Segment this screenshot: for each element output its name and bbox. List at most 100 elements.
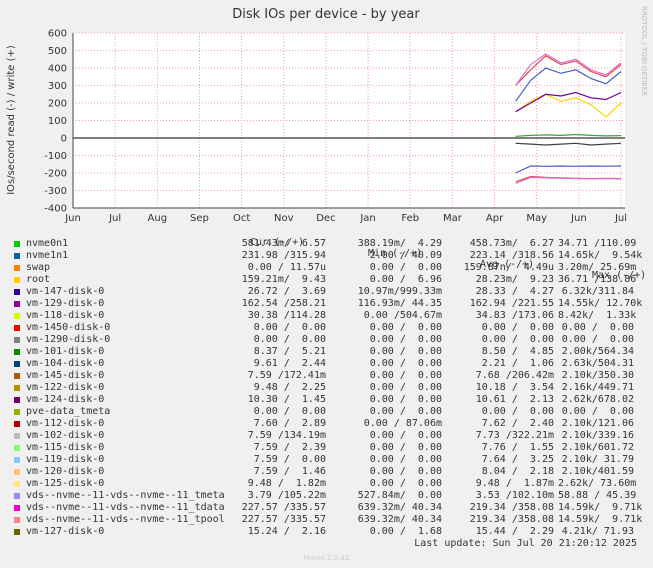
- legend-min: 0.00 / 0.00: [369, 454, 442, 465]
- series-line: [515, 165, 622, 174]
- x-tick-label: Jun: [64, 213, 81, 224]
- x-tick-label: Apr: [486, 213, 504, 224]
- legend-min: 639.32m/ 40.34: [357, 502, 442, 513]
- legend-min: 0.00 / 6.96: [369, 274, 442, 285]
- legend-row: vm-145-disk-0 7.59 /172.41m 0.00 / 0.00 7.6…: [12, 370, 642, 382]
- legend-swatch: [14, 277, 20, 283]
- munin-footer: Munin 2.0.42: [303, 554, 350, 562]
- legend-min: 0.00 /504.67m: [363, 310, 442, 321]
- legend-avg: 7.62 / 2.40: [481, 418, 554, 429]
- legend-max: 14.55k/ 12.70k: [558, 298, 643, 309]
- legend-swatch: [14, 289, 20, 295]
- legend-row: vm-104-disk-0 9.61 / 2.44 0.00 / 0.00 2.21 …: [12, 358, 642, 370]
- legend-avg: 219.34 /358.08: [469, 514, 554, 525]
- series-line: [515, 93, 622, 118]
- legend-swatch: [14, 265, 20, 271]
- y-tick-label: -200: [44, 169, 67, 180]
- legend-min: 0.00 / 0.00: [369, 406, 442, 417]
- legend-avg: 28.23m/ 9.23: [475, 274, 554, 285]
- legend-name: vm-118-disk-0: [26, 310, 105, 321]
- legend-cur: 8.37 / 5.21: [253, 346, 326, 357]
- legend-swatch: [14, 385, 20, 391]
- legend-min: 0.00 / 0.00: [369, 478, 442, 489]
- legend-cur: 3.79 /105.22m: [247, 490, 326, 501]
- series-line: [515, 55, 622, 86]
- legend-name: vm-1290-disk-0: [26, 334, 111, 345]
- x-tick-label: Jul: [108, 213, 121, 224]
- legend-max: 2.10k/350.30: [561, 370, 634, 381]
- legend-row: vm-1290-disk-0 0.00 / 0.00 0.00 / 0.00 0.00…: [12, 334, 642, 346]
- series-line: [515, 91, 622, 113]
- legend-swatch: [14, 433, 20, 439]
- legend-name: vm-120-disk-0: [26, 466, 105, 477]
- legend-swatch: [14, 349, 20, 355]
- legend-cur: 7.59 /172.41m: [247, 370, 326, 381]
- legend-name: vm-104-disk-0: [26, 358, 105, 369]
- legend-max: 6.32k/311.84: [561, 286, 634, 297]
- legend-name: nvme1n1: [26, 250, 69, 261]
- legend-max: 2.62k/678.02: [561, 394, 634, 405]
- legend-row: vm-112-disk-0 7.60 / 2.89 0.00 / 87.06m 7.6…: [12, 418, 642, 430]
- legend-min: 639.32m/ 40.34: [357, 514, 442, 525]
- legend-row: vm-120-disk-0 7.59 / 1.46 0.00 / 0.00 8.04 …: [12, 466, 642, 478]
- legend-max: 2.10k/601.72: [561, 442, 634, 453]
- legend-max: 4.21k/ 71.93: [561, 526, 634, 537]
- chart-title: Disk IOs per device - by year: [232, 7, 420, 22]
- legend-max: 2.62k/ 73.60m: [558, 478, 637, 489]
- legend-swatch: [14, 457, 20, 463]
- rrdtool-note: RRDTOOL / TOBI OETIKER: [640, 6, 648, 96]
- header-cur: Cur (-/+): [250, 237, 305, 248]
- legend-max: 2.16k/449.71: [561, 382, 634, 393]
- legend-max: 2.00k/564.34: [561, 346, 634, 357]
- legend-cur: 9.61 / 2.44: [253, 358, 326, 369]
- legend-cur: 7.59 / 2.39: [253, 442, 326, 453]
- legend-avg: 0.00 / 0.00: [481, 406, 554, 417]
- legend-cur: 231.98 /315.94: [241, 250, 326, 261]
- legend-avg: 162.94 /221.55: [469, 298, 554, 309]
- legend-row: vm-1450-disk-0 0.00 / 0.00 0.00 / 0.00 0.00…: [12, 322, 642, 334]
- legend-swatch: [14, 409, 20, 415]
- y-tick-label: 0: [61, 134, 67, 145]
- legend-cur: 30.38 /114.28: [247, 310, 326, 321]
- legend-row: vm-127-disk-0 15.24 / 2.16 0.00 / 1.68 15.4…: [12, 526, 642, 538]
- y-tick-label: 500: [48, 46, 67, 57]
- legend-name: nvme0n1: [26, 238, 69, 249]
- x-tick-label: Jun: [570, 213, 587, 224]
- legend-cur: 7.59 / 0.00: [253, 454, 326, 465]
- legend-row: nvme0n1 581.43m/ 6.57 388.19m/ 4.29 458.73m…: [12, 238, 642, 250]
- legend-avg: 10.61 / 2.13: [475, 394, 554, 405]
- legend-swatch: [14, 493, 20, 499]
- legend-row: vds--nvme--11-vds--nvme--11_tmeta 3.79 /1…: [12, 490, 642, 502]
- legend-min: 0.00 / 0.00: [369, 322, 442, 333]
- legend-min: 527.84m/ 0.00: [357, 490, 442, 501]
- legend-cur: 0.00 / 0.00: [253, 322, 326, 333]
- legend-row: vm-119-disk-0 7.59 / 0.00 0.00 / 0.00 7.64 …: [12, 454, 642, 466]
- legend-row: vm-129-disk-0 162.54 /258.21 116.93m/ 44.3…: [12, 298, 642, 310]
- y-tick-label: -100: [44, 151, 67, 162]
- legend-name: swap: [26, 262, 51, 273]
- legend-max: 0.00 / 0.00: [561, 334, 634, 345]
- grid: [72, 32, 625, 209]
- legend-swatch: [14, 397, 20, 403]
- legend-table: nvme0n1 581.43m/ 6.57 388.19m/ 4.29 458.73m…: [12, 238, 642, 538]
- legend-min: 10.97m/999.33m: [357, 286, 442, 297]
- legend-min: 0.00 / 0.00: [369, 466, 442, 477]
- legend-max: 2.10k/339.16: [561, 430, 634, 441]
- legend-min: 0.00 / 87.06m: [363, 418, 442, 429]
- legend-row: vm-125-disk-0 9.48 / 1.82m 0.00 / 0.00 9.48…: [12, 478, 642, 490]
- legend-swatch: [14, 481, 20, 487]
- legend-name: root: [26, 274, 51, 285]
- legend-cur: 26.72 / 3.69: [247, 286, 326, 297]
- legend-swatch: [14, 469, 20, 475]
- series-line: [515, 133, 622, 137]
- legend-max: 34.71 /110.09: [558, 238, 637, 249]
- y-tick-label: -400: [44, 204, 67, 215]
- legend-name: vds--nvme--11-vds--nvme--11_tpool: [26, 514, 225, 525]
- legend-avg: 8.50 / 4.85: [481, 346, 554, 357]
- legend-min: 0.00 / 1.68: [369, 526, 442, 537]
- legend-swatch: [14, 517, 20, 523]
- header-min: Min (-/+): [368, 248, 423, 259]
- legend-swatch: [14, 421, 20, 427]
- legend-min: 0.00 / 0.00: [369, 358, 442, 369]
- legend-cur: 227.57 /335.57: [241, 514, 326, 525]
